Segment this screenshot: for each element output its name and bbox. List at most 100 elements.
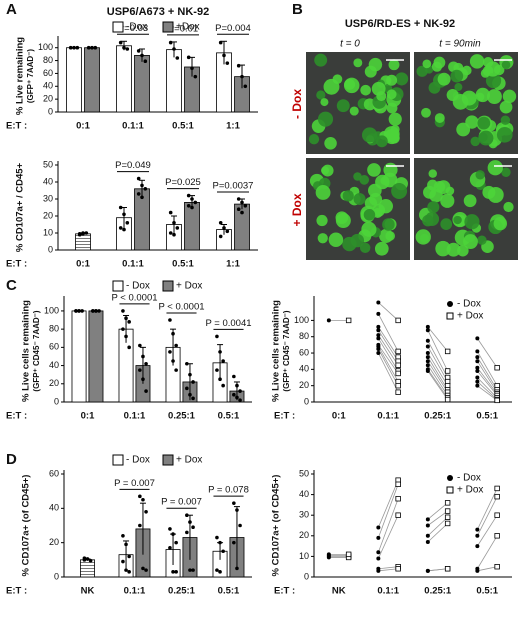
cell: [436, 180, 451, 194]
y-tick-label: 80: [49, 324, 59, 334]
data-point: [225, 229, 230, 234]
legend-label: + Dox: [457, 311, 483, 322]
x-tick-label: 1:1: [226, 121, 240, 132]
data-point: [141, 497, 145, 502]
data-point: [494, 512, 500, 518]
cell: [328, 232, 344, 248]
data-point: [191, 380, 195, 384]
data-point: [232, 501, 236, 505]
cell: [383, 126, 400, 143]
pair-line: [427, 360, 448, 393]
p-value: P=0.025: [165, 177, 201, 188]
cell: [427, 201, 440, 214]
data-point: [191, 568, 195, 572]
cell: [359, 175, 370, 185]
data-point: [238, 398, 242, 402]
cell: [350, 233, 365, 248]
bar: [75, 233, 91, 251]
data-point: [174, 343, 178, 348]
data-point: [494, 564, 500, 570]
y-tick-label: 20: [43, 210, 53, 220]
cell: [359, 242, 371, 254]
pair-line: [378, 329, 399, 362]
x-tick-label: 0.1:1: [124, 586, 146, 597]
cell: [386, 102, 398, 114]
y-tick-label: 40: [43, 81, 53, 91]
cell: [502, 89, 517, 104]
cell: [416, 65, 428, 77]
data-point: [475, 349, 480, 354]
data-point: [171, 532, 175, 536]
data-point: [144, 509, 148, 514]
pair-line: [477, 356, 498, 390]
pair-line: [427, 365, 448, 396]
pair-line: [378, 334, 399, 366]
cell: [308, 134, 320, 145]
data-point: [215, 535, 219, 540]
y-axis-label: % CD107a+ (of CD45+): [21, 475, 32, 577]
cell: [372, 203, 386, 217]
cell: [388, 59, 400, 71]
cell: [360, 84, 371, 96]
x-tick-label: 0.1:1: [124, 411, 146, 422]
x-tick-label: 0:1: [76, 259, 90, 270]
cell: [336, 99, 350, 113]
data-point: [185, 530, 189, 535]
data-point: [191, 396, 195, 401]
pair-line: [377, 313, 399, 352]
data-point: [425, 328, 430, 333]
y-tick-label: 60: [43, 68, 53, 78]
bar: [134, 55, 150, 113]
data-point: [215, 568, 219, 572]
bar: [80, 559, 95, 578]
image-panel: USP6/RD-ES + NK-92 t = 0 t = 90min - Dox…: [290, 18, 518, 260]
data-point: [238, 523, 242, 528]
cell: [463, 194, 477, 208]
bar: [184, 201, 200, 251]
bar: [166, 49, 182, 113]
data-point: [376, 336, 381, 341]
data-point: [94, 309, 98, 313]
data-point: [74, 309, 78, 313]
pair-line: [427, 370, 448, 400]
cell: [428, 169, 437, 178]
data-point: [86, 45, 91, 50]
data-point: [168, 318, 172, 322]
data-point: [395, 566, 401, 572]
x-tick-label: 0.25:1: [424, 411, 452, 422]
data-point: [425, 517, 430, 522]
x-tick-label: NK: [332, 586, 346, 597]
x-tick-label: 0.5:1: [476, 586, 498, 597]
y-tick-label: 0: [54, 396, 59, 406]
data-point: [168, 40, 173, 45]
data-point: [168, 350, 172, 354]
cell: [422, 59, 432, 69]
pair-line: [378, 568, 399, 572]
image-title: USP6/RD-ES + NK-92: [345, 18, 455, 30]
legend-label: + Dox: [176, 455, 202, 466]
data-point: [172, 47, 176, 51]
pair-line: [427, 330, 449, 372]
legend-label: -Dox: [126, 22, 147, 33]
x-tick-label: 0.25:1: [424, 586, 452, 597]
data-point: [118, 226, 123, 230]
x-tick-label: NK: [81, 586, 95, 597]
cell: [463, 234, 478, 250]
data-point: [127, 320, 131, 324]
data-point: [221, 549, 225, 554]
cell: [437, 72, 451, 86]
data-point: [240, 200, 244, 205]
data-point: [444, 520, 451, 527]
cell: [461, 90, 477, 106]
pair-line: [378, 338, 399, 372]
x-tick-label: 0.5:1: [172, 121, 194, 132]
data-point: [444, 500, 451, 506]
y-axis-label: % Live cells remaining: [21, 300, 32, 402]
data-point: [174, 368, 178, 372]
cell: [487, 160, 503, 176]
cell: [364, 65, 377, 78]
data-point: [475, 336, 480, 341]
cell: [353, 193, 366, 206]
legend-marker: [446, 486, 454, 494]
p-value: P=0.01: [168, 23, 198, 34]
